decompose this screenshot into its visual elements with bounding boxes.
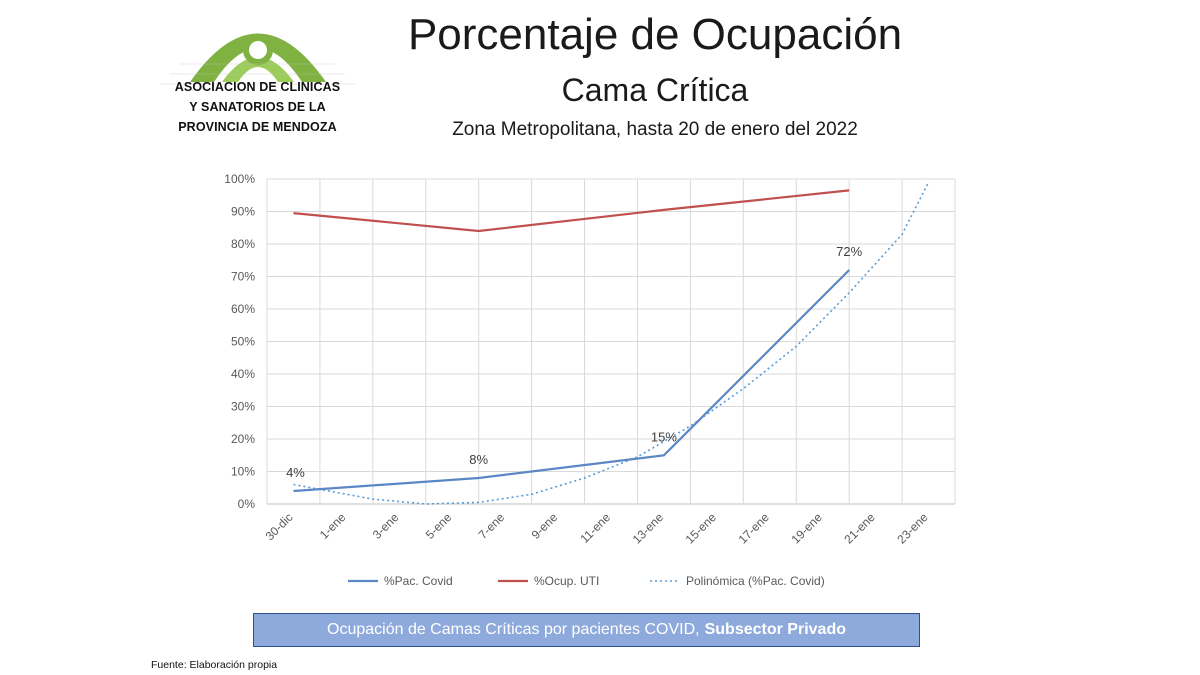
x-tick-label: 5-ene [423, 510, 455, 542]
data-label: 4% [286, 465, 305, 480]
y-tick-label: 60% [231, 302, 255, 316]
x-tick-label: 19-ene [788, 510, 825, 547]
x-tick-label: 30-dic [263, 510, 296, 543]
source-note: Fuente: Elaboración propia [151, 659, 278, 671]
y-tick-label: 20% [231, 432, 255, 446]
x-tick-label: 11-ene [577, 510, 613, 546]
legend-label: Polinómica (%Pac. Covid) [686, 574, 825, 588]
y-tick-label: 70% [231, 270, 255, 284]
occupancy-chart: 0% 10% 20% 30% 40% 50% 60% 70% 80% 90% 100% 30-dic… [224, 172, 956, 588]
x-tick-label: 23-ene [894, 510, 931, 547]
page-title: Porcentaje de Ocupación [407, 10, 903, 59]
logo-text-line-3: PROVINCIA DE MENDOZA [178, 120, 337, 134]
x-tick-label: 17-ene [736, 510, 773, 547]
x-tick-label: 21-ene [841, 510, 878, 547]
data-label: 72% [836, 244, 862, 259]
logo-text-line-2: Y SANATORIOS DE LA [189, 100, 326, 114]
logo: ASOCIACION DE CLINICAS Y SANATORIOS DE L… [150, 10, 365, 145]
trendline-series-line [293, 181, 930, 505]
y-tick-label: 30% [231, 400, 255, 414]
x-tick-label: 13-ene [630, 510, 667, 547]
uti-series-line [293, 189, 850, 233]
data-label: 8% [469, 452, 488, 467]
page-subtitle: Cama Crítica [561, 72, 749, 108]
data-label: 15% [651, 429, 677, 444]
legend-label: %Ocup. UTI [534, 574, 599, 588]
x-tick-label: 1-ene [317, 510, 349, 542]
y-tick-label: 80% [231, 237, 255, 251]
caption-banner: Ocupación de Camas Críticas por paciente… [253, 613, 920, 647]
legend-label: %Pac. Covid [384, 574, 453, 588]
logo-graphic [160, 33, 355, 85]
covid-series-line [293, 269, 850, 493]
y-tick-label: 10% [231, 465, 255, 479]
x-tick-label: 9-ene [529, 510, 561, 542]
x-tick-label: 15-ene [683, 510, 720, 547]
banner-bold-text: Subsector Privado [704, 621, 846, 638]
y-tick-label: 100% [224, 172, 255, 186]
banner-text: Ocupación de Camas Críticas por paciente… [327, 621, 700, 638]
y-tick-label: 90% [231, 205, 255, 219]
x-tick-label: 3-ene [370, 510, 402, 542]
logo-text-line-1: ASOCIACION DE CLINICAS [174, 80, 341, 94]
y-tick-label: 40% [231, 367, 255, 381]
y-tick-label: 0% [238, 497, 256, 511]
y-tick-label: 50% [231, 335, 255, 349]
x-tick-label: 7-ene [476, 510, 508, 542]
zone-caption: Zona Metropolitana, hasta 20 de enero de… [452, 119, 858, 140]
